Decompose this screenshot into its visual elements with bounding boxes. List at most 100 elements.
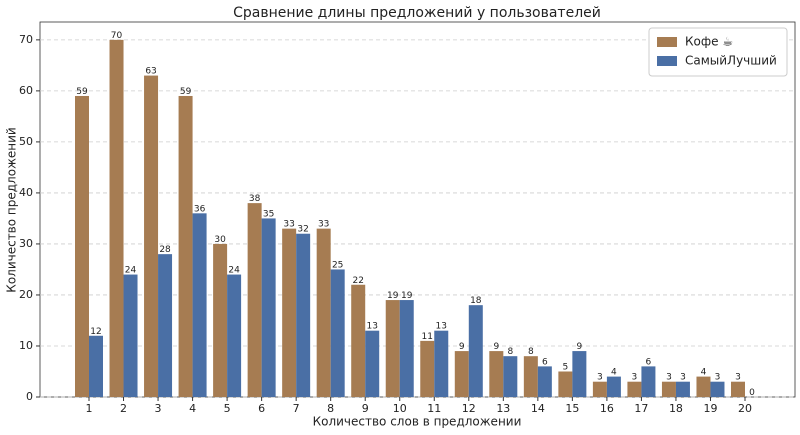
value-label: 3 [735, 373, 741, 383]
value-label: 3 [632, 373, 638, 383]
bar [330, 269, 345, 397]
plot-frame [39, 21, 796, 398]
value-label: 13 [366, 322, 377, 332]
bar [434, 330, 449, 397]
bar [296, 233, 311, 397]
value-label: 24 [228, 266, 240, 276]
y-tick-label: 60 [19, 84, 33, 97]
value-label: 3 [597, 373, 603, 383]
bar [503, 356, 518, 397]
x-tick-label: 14 [531, 402, 545, 415]
x-tick-label: 1 [86, 402, 93, 415]
x-tick-label: 7 [293, 402, 300, 415]
value-label: 0 [749, 388, 755, 398]
y-tick-label: 50 [19, 135, 33, 148]
value-label: 59 [180, 87, 192, 97]
value-label: 9 [459, 342, 465, 352]
bar [365, 330, 380, 397]
value-label: 6 [542, 357, 548, 367]
value-label: 3 [666, 373, 672, 383]
x-axis-label: Количество слов в предложении [313, 415, 522, 429]
x-tick-label: 16 [600, 402, 614, 415]
value-label: 4 [701, 368, 707, 378]
bar [537, 366, 552, 397]
bar [710, 381, 725, 397]
bar [109, 39, 124, 397]
x-tick-label: 6 [258, 402, 265, 415]
value-label: 25 [332, 260, 343, 270]
bar [731, 381, 745, 397]
value-label: 32 [297, 225, 308, 235]
bar [468, 305, 483, 397]
value-label: 6 [646, 357, 652, 367]
legend-box [648, 27, 788, 77]
bar [489, 351, 504, 397]
bar [261, 218, 276, 397]
bar [144, 75, 159, 398]
bar [454, 351, 469, 397]
bar [420, 340, 435, 397]
value-label: 70 [111, 31, 123, 41]
bar [627, 381, 642, 397]
value-label: 35 [263, 209, 274, 219]
value-label: 28 [159, 245, 171, 255]
bar [158, 254, 173, 397]
x-tick-label: 15 [565, 402, 579, 415]
value-label: 36 [194, 204, 206, 214]
value-label: 13 [436, 322, 447, 332]
legend-swatch [657, 37, 677, 47]
x-tick-label: 13 [496, 402, 510, 415]
bar [606, 376, 621, 397]
value-label: 22 [352, 276, 363, 286]
chart-title: Сравнение длины предложений у пользовате… [233, 5, 601, 21]
bar [558, 371, 573, 397]
value-label: 30 [214, 235, 226, 245]
value-label: 33 [283, 220, 294, 230]
x-tick-label: 9 [362, 402, 369, 415]
bar [227, 274, 242, 397]
legend-swatch [657, 56, 677, 66]
value-label: 4 [611, 368, 617, 378]
bar [192, 213, 207, 397]
y-tick-label: 20 [19, 288, 33, 301]
x-tick-label: 20 [738, 402, 752, 415]
bar [641, 366, 656, 397]
value-label: 24 [125, 266, 137, 276]
bar [247, 203, 262, 397]
bar [213, 243, 228, 397]
y-tick-label: 70 [19, 33, 33, 46]
bar [282, 228, 297, 397]
x-tick-label: 5 [224, 402, 231, 415]
bar [316, 228, 331, 397]
x-tick-label: 3 [155, 402, 162, 415]
x-tick-label: 2 [120, 402, 127, 415]
x-tick-label: 18 [669, 402, 683, 415]
bar [523, 356, 538, 397]
bar [399, 300, 414, 397]
value-label: 19 [387, 291, 399, 301]
value-label: 8 [528, 347, 534, 357]
x-tick-label: 17 [634, 402, 648, 415]
value-label: 18 [470, 296, 482, 306]
value-label: 33 [318, 220, 329, 230]
value-label: 9 [577, 342, 583, 352]
value-label: 5 [563, 362, 569, 372]
y-tick-label: 40 [19, 186, 33, 199]
x-tick-label: 8 [327, 402, 334, 415]
bar [572, 351, 587, 397]
value-label: 12 [90, 327, 101, 337]
bar [351, 284, 366, 397]
value-label: 63 [145, 67, 156, 77]
x-tick-label: 4 [189, 402, 196, 415]
bar [89, 335, 103, 397]
value-label: 9 [493, 342, 499, 352]
bar [178, 95, 193, 398]
bar [592, 381, 607, 397]
value-label: 38 [249, 194, 261, 204]
x-tick-label: 11 [427, 402, 441, 415]
bar [385, 300, 400, 397]
y-tick-label: 30 [19, 237, 33, 250]
bar [675, 381, 690, 397]
y-axis-label: Количество предложений [5, 127, 19, 292]
